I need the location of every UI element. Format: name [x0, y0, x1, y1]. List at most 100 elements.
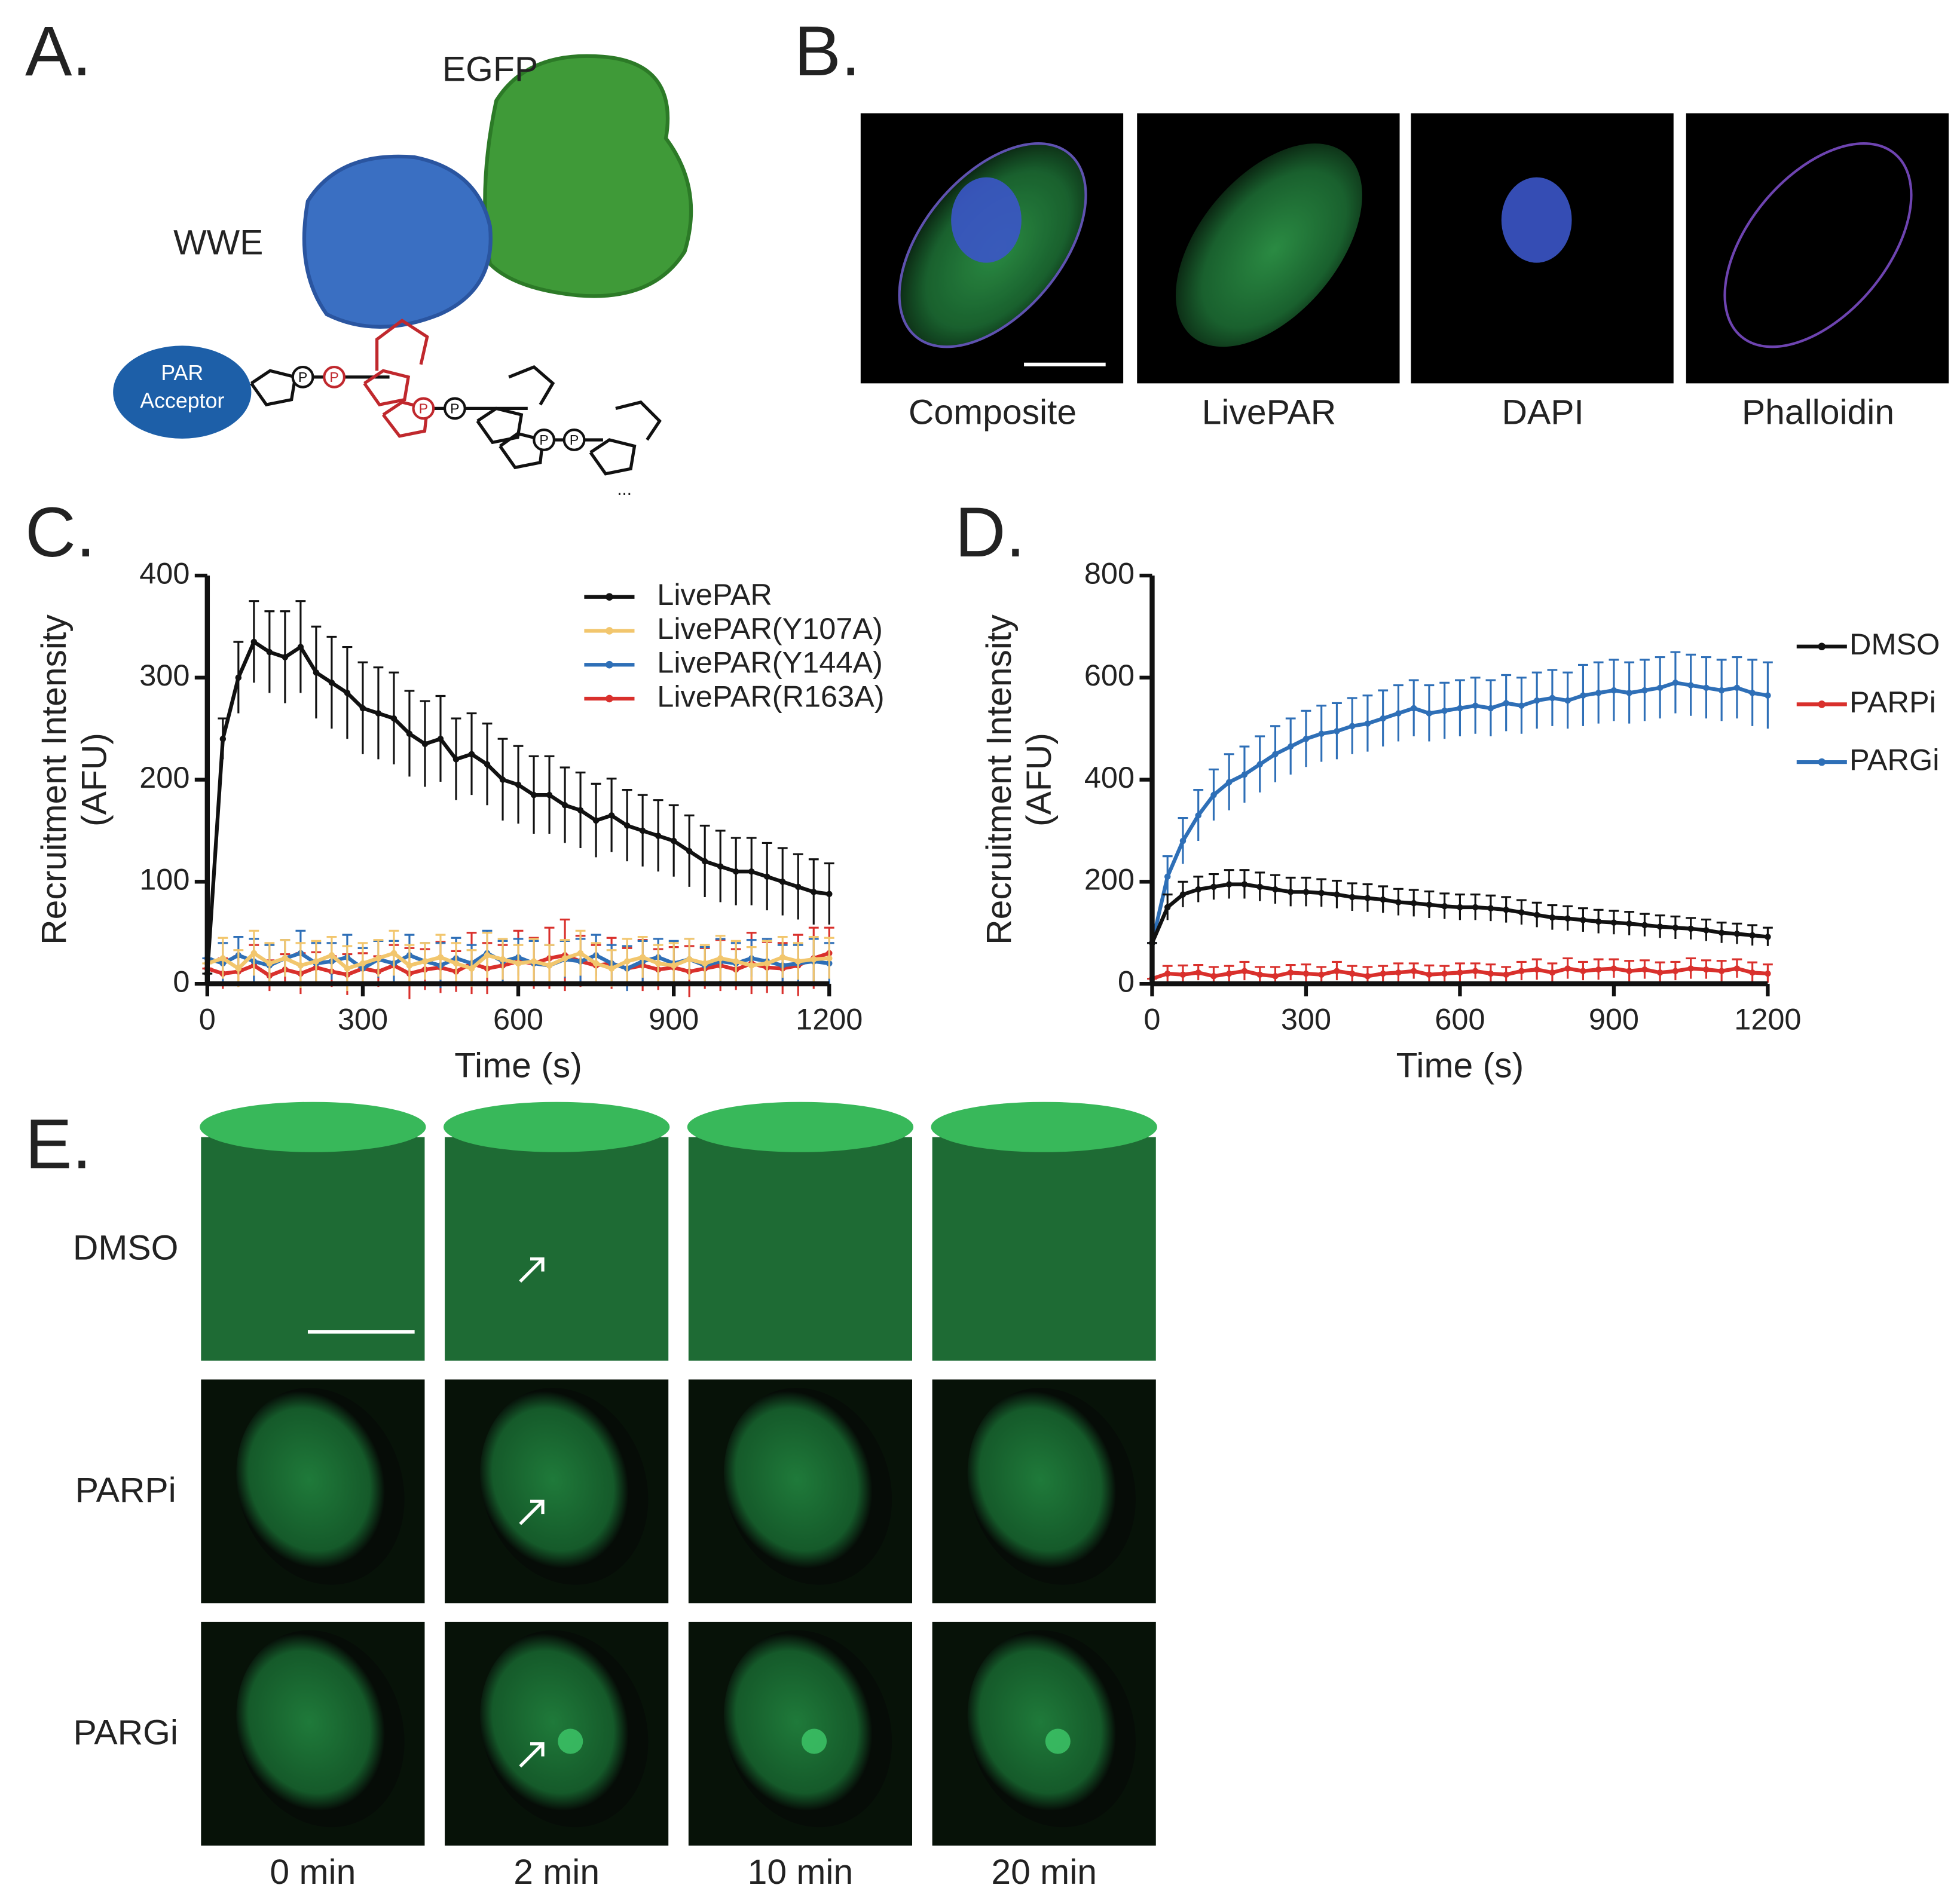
data-point — [1595, 966, 1602, 973]
data-point — [623, 822, 631, 829]
data-point — [763, 873, 770, 880]
data-point — [1364, 895, 1371, 901]
data-point — [1302, 889, 1310, 895]
data-point — [811, 889, 817, 895]
data-point — [1672, 968, 1679, 975]
data-point — [235, 674, 242, 681]
data-point — [1195, 886, 1201, 893]
legend-dot — [606, 627, 613, 635]
data-point — [608, 965, 615, 972]
data-point — [1395, 969, 1402, 976]
data-point — [266, 960, 273, 967]
data-point — [1179, 971, 1187, 978]
cell — [967, 1630, 1136, 1828]
data-point — [1487, 905, 1494, 911]
data-point — [1287, 889, 1294, 895]
data-point — [1195, 812, 1201, 819]
data-point — [1210, 883, 1217, 891]
micrograph — [688, 1137, 912, 1361]
data-point — [359, 960, 366, 967]
cell — [723, 1388, 892, 1585]
wwe-surface — [302, 154, 493, 329]
data-point — [1580, 968, 1586, 975]
data-point — [1256, 761, 1263, 768]
data-point — [1380, 715, 1386, 722]
data-point — [1349, 970, 1356, 977]
data-point — [1595, 690, 1602, 696]
legend-label: LivePAR(Y107A) — [657, 611, 883, 645]
data-point — [779, 879, 786, 885]
cell-top — [200, 1101, 426, 1152]
data-point — [1487, 705, 1494, 712]
spot — [802, 1728, 827, 1754]
data-point — [1364, 720, 1371, 727]
data-point — [1610, 687, 1617, 694]
data-point — [1441, 970, 1448, 977]
data-point — [1410, 968, 1417, 975]
data-point — [468, 751, 475, 758]
phosphate-circle — [291, 365, 314, 388]
cell — [1723, 142, 1913, 348]
data-point — [390, 715, 397, 722]
data-point — [1672, 680, 1679, 686]
panel-a: A. EGFP WWE PAR Acceptor P P P P P P ... — [25, 11, 693, 499]
ellipsis: ... — [617, 479, 632, 499]
data-point — [701, 858, 708, 865]
acceptor — [113, 345, 252, 439]
data-point — [1549, 969, 1556, 976]
data-point — [390, 950, 397, 957]
data-point — [1457, 969, 1463, 976]
data-point — [670, 962, 677, 969]
data-point — [359, 705, 366, 712]
x-axis-label: Time (s) — [454, 1046, 582, 1085]
data-point — [484, 952, 491, 959]
data-point — [732, 868, 739, 875]
y-tick-label: 800 — [1084, 556, 1135, 590]
data-point — [1703, 966, 1710, 973]
data-point — [1765, 692, 1771, 699]
data-point — [1564, 697, 1571, 704]
data-point — [1703, 927, 1710, 934]
data-point — [250, 638, 258, 645]
cell — [1176, 143, 1362, 347]
data-point — [282, 955, 289, 962]
data-point — [1318, 971, 1325, 978]
data-point — [1272, 973, 1279, 980]
data-point — [1318, 730, 1325, 737]
cell — [967, 1388, 1136, 1585]
data-point — [1395, 899, 1402, 905]
arrow — [519, 1500, 545, 1525]
data-point — [1672, 924, 1679, 931]
data-point — [826, 955, 833, 962]
data-point — [1472, 904, 1479, 911]
y-axis-label: Recruitment Intensity — [980, 614, 1019, 945]
data-point — [1549, 694, 1556, 702]
x-tick-label: 900 — [1589, 1002, 1639, 1036]
data-point — [515, 960, 522, 967]
data-point — [328, 680, 335, 686]
data-point — [1564, 915, 1571, 922]
data-point — [1765, 934, 1771, 940]
data-point — [1533, 966, 1540, 973]
data-point — [452, 960, 460, 967]
y-tick-label: 200 — [139, 760, 189, 794]
panel-b: B. Composite LivePAR DAPI Phalloidin — [794, 11, 1949, 432]
spot — [1045, 1728, 1071, 1754]
phosphate-circle — [533, 429, 556, 451]
data-point — [530, 958, 537, 965]
data-point — [437, 735, 444, 742]
y-axis-label: (AFU) — [1020, 733, 1059, 827]
data-point — [1426, 901, 1433, 908]
data-point — [1441, 903, 1448, 910]
data-point — [1687, 965, 1694, 972]
cell — [236, 1388, 405, 1585]
data-point — [811, 956, 817, 963]
data-point — [732, 958, 739, 965]
chart: D. 0 200 400 600 800 0 300 600 900 1200 Time (s) Rec… — [955, 492, 1940, 1085]
legend-label: LivePAR — [657, 577, 772, 611]
data-point — [1626, 920, 1632, 927]
data-point — [779, 954, 786, 960]
phosphate-circle — [443, 397, 466, 420]
data-point — [328, 952, 335, 959]
